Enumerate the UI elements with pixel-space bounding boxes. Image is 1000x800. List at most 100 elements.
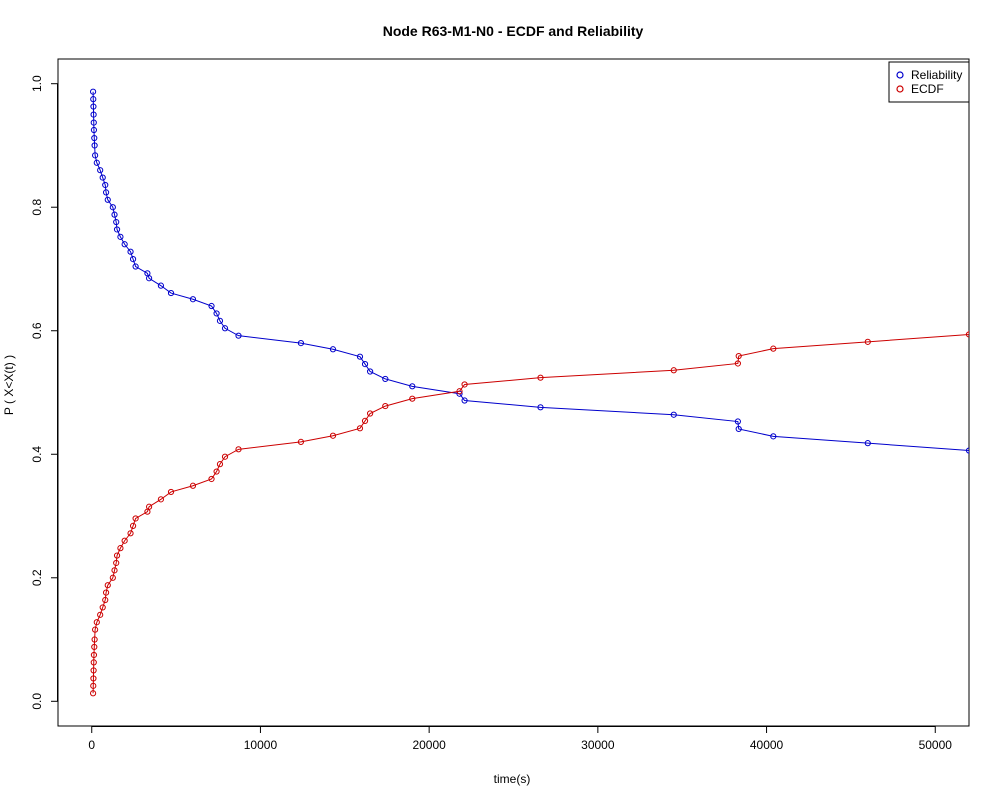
x-axis: 0 10000 20000 30000 40000 50000 (88, 726, 952, 752)
data-point (91, 636, 98, 643)
data-point (104, 196, 111, 203)
data-point (735, 425, 742, 433)
y-axis-title: P ( X<X(t) ) (2, 355, 16, 415)
data-point (90, 682, 97, 689)
legend: Reliability ECDF (888, 61, 970, 103)
data-point (367, 368, 374, 375)
data-point (129, 256, 137, 263)
data-point (329, 346, 337, 353)
data-point (235, 446, 242, 453)
data-point (90, 667, 97, 674)
data-point (93, 159, 100, 166)
data-point (146, 503, 153, 510)
data-point (117, 233, 124, 240)
data-point (97, 611, 104, 618)
data-point (670, 411, 677, 418)
data-point (965, 447, 969, 454)
data-point (99, 174, 106, 181)
data-point (111, 567, 118, 574)
data-point (90, 111, 97, 118)
series-reliability (89, 88, 969, 455)
legend-label-reliability: Reliability (911, 68, 962, 82)
data-point (90, 119, 97, 126)
data-point (127, 530, 134, 537)
data-point (221, 325, 229, 332)
data-point (90, 96, 97, 103)
data-point (92, 152, 99, 159)
data-point (361, 360, 369, 368)
data-point (216, 317, 224, 324)
data-point (157, 282, 165, 289)
y-tick-label: 0.2 (30, 569, 44, 586)
data-point (102, 189, 110, 196)
data-point (770, 433, 777, 440)
data-point (91, 643, 98, 651)
legend-marker-ecdf (896, 85, 904, 93)
data-point (208, 302, 215, 310)
y-tick-label: 0.4 (30, 446, 44, 463)
data-point (221, 453, 229, 460)
data-point (367, 410, 374, 417)
y-tick-label: 0.6 (30, 322, 44, 339)
data-point (102, 181, 109, 189)
data-point (89, 690, 97, 697)
data-point (297, 438, 305, 446)
data-point (409, 395, 416, 402)
data-point (121, 537, 128, 544)
data-point (127, 248, 134, 255)
x-tick-label: 20000 (412, 738, 446, 752)
data-point (102, 589, 110, 596)
series-layer (89, 88, 969, 697)
data-point (213, 310, 220, 317)
data-point (189, 482, 197, 489)
data-point (167, 289, 175, 297)
data-point (146, 275, 153, 282)
data-point (99, 604, 106, 611)
data-point (102, 596, 109, 604)
series-line (92, 330, 969, 694)
data-point (734, 360, 741, 367)
data-point (735, 352, 742, 360)
x-tick-label: 40000 (750, 738, 784, 752)
series-line (92, 91, 969, 455)
data-point (965, 331, 969, 338)
y-tick-label: 0.8 (30, 199, 44, 216)
data-point (864, 338, 871, 345)
legend-label-ecdf: ECDF (911, 82, 944, 96)
data-point (89, 88, 97, 95)
data-point (167, 488, 175, 496)
data-point (132, 515, 139, 522)
y-axis: 0.0 0.2 0.4 0.6 0.8 1.0 (30, 75, 58, 710)
data-point (117, 545, 124, 552)
series-ecdf (89, 330, 969, 697)
data-point (409, 383, 416, 390)
data-point (356, 353, 364, 360)
data-point (456, 388, 463, 395)
y-tick-label: 0.0 (30, 693, 44, 710)
data-point (382, 375, 389, 383)
data-point (90, 659, 97, 666)
data-point (361, 417, 369, 425)
data-point (734, 418, 741, 425)
x-tick-label: 0 (88, 738, 95, 752)
data-point (189, 296, 197, 303)
data-point (382, 402, 389, 410)
data-point (92, 626, 99, 633)
data-point (537, 404, 544, 411)
data-point (93, 619, 100, 626)
data-point (90, 103, 97, 110)
data-point (235, 332, 242, 339)
data-point (113, 218, 120, 226)
data-point (670, 367, 677, 374)
chart-title: Node R63-M1-N0 - ECDF and Reliability (383, 23, 644, 39)
data-point (111, 211, 118, 218)
data-point (208, 475, 215, 483)
data-point (91, 134, 98, 142)
data-point (864, 440, 871, 447)
data-point (109, 204, 116, 211)
data-point (129, 522, 137, 530)
data-point (770, 345, 777, 352)
data-point (91, 142, 98, 149)
plot-frame (57, 58, 970, 727)
